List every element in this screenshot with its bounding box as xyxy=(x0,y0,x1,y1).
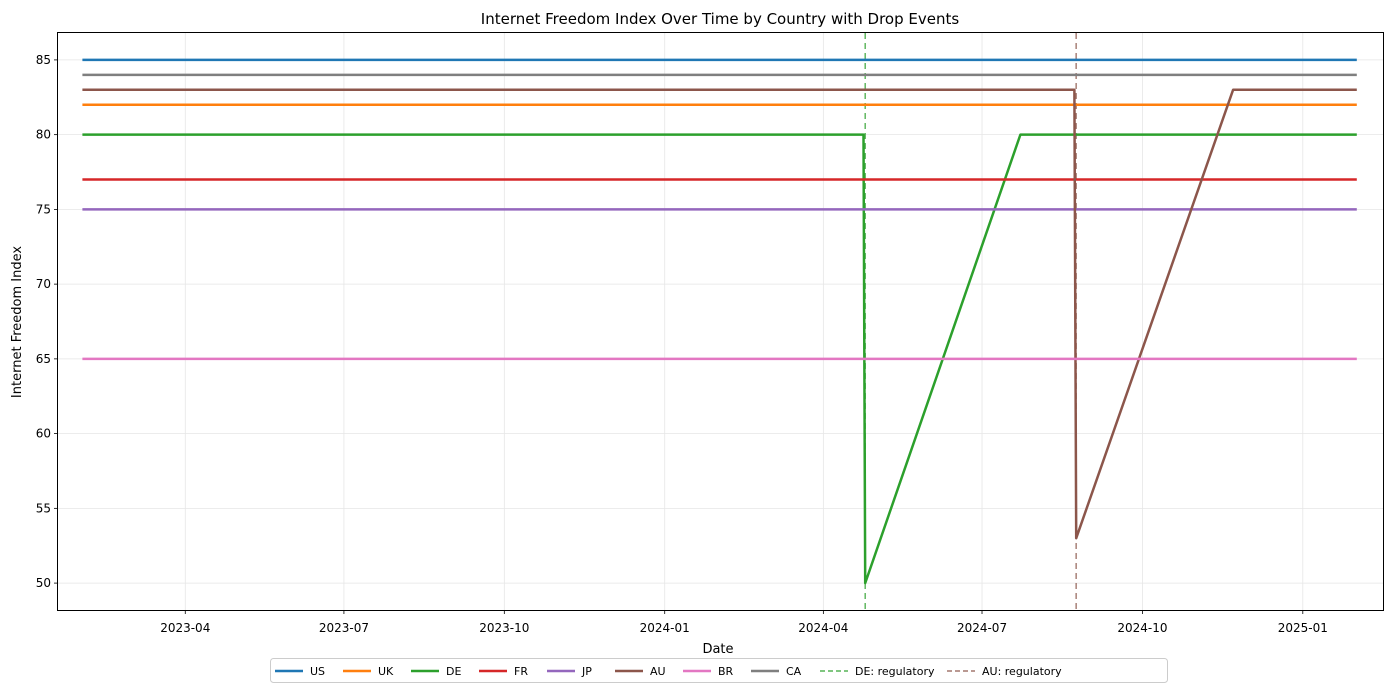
x-tick-label: 2024-04 xyxy=(798,621,848,635)
legend-box xyxy=(270,658,1168,683)
legend-label: UK xyxy=(378,665,394,678)
x-axis-label: Date xyxy=(702,642,733,657)
y-tick-label: 50 xyxy=(36,576,51,590)
series-layer xyxy=(82,58,1357,585)
plot-frame xyxy=(57,32,1384,611)
y-tick-label: 65 xyxy=(36,352,51,366)
y-tick-label: 70 xyxy=(36,277,51,291)
legend-label: FR xyxy=(514,665,528,678)
y-axis-label: Internet Freedom Index xyxy=(10,246,25,398)
chart-title: Internet Freedom Index Over Time by Coun… xyxy=(481,10,960,28)
legend-label: DE xyxy=(446,665,461,678)
legend-label: AU xyxy=(650,665,666,678)
legend-label: BR xyxy=(718,665,734,678)
y-axis-ticks: 50 55 60 65 70 75 80 85 xyxy=(36,53,58,590)
x-axis-ticks: 2023-04 2023-07 2023-10 2024-01 2024-04 2024-… xyxy=(160,610,1328,635)
legend-label: DE: regulatory xyxy=(855,665,935,678)
series-line-au xyxy=(82,88,1357,540)
x-tick-label: 2023-07 xyxy=(319,621,369,635)
y-tick-label: 60 xyxy=(36,427,51,441)
x-tick-label: 2025-01 xyxy=(1278,621,1328,635)
x-tick-label: 2024-07 xyxy=(957,621,1007,635)
x-tick-label: 2024-01 xyxy=(640,621,690,635)
x-tick-label: 2023-10 xyxy=(479,621,529,635)
y-tick-label: 55 xyxy=(36,501,51,515)
legend: US UK DE FR JP AU BR CA DE: regulatory AU: regula… xyxy=(270,658,1168,683)
legend-label: JP xyxy=(581,665,592,678)
y-tick-label: 85 xyxy=(36,53,51,67)
y-tick-label: 75 xyxy=(36,202,51,216)
legend-label: CA xyxy=(786,665,802,678)
y-tick-label: 80 xyxy=(36,128,51,142)
legend-label: AU: regulatory xyxy=(982,665,1062,678)
legend-items: US UK DE FR JP AU BR CA DE: regulatory AU: regula… xyxy=(275,665,1062,678)
x-tick-label: 2024-10 xyxy=(1117,621,1167,635)
legend-label: US xyxy=(310,665,325,678)
series-line-de xyxy=(82,133,1357,585)
x-tick-label: 2023-04 xyxy=(160,621,210,635)
